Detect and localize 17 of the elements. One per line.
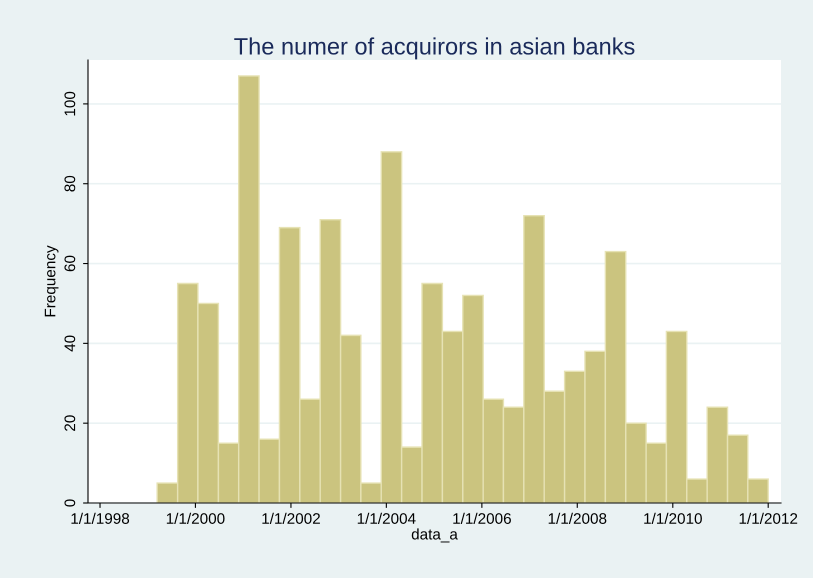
x-tick-label: 1/1/2010 [644, 512, 702, 524]
x-tick-label: 1/1/1998 [71, 512, 130, 524]
chart-title: The numer of acquirors in asian banks [234, 37, 634, 60]
y-tick-label: 20 [64, 415, 76, 431]
y-tick-label: 80 [64, 176, 76, 192]
x-tick-label: 1/1/2000 [166, 512, 225, 524]
y-tick-label: 60 [64, 256, 76, 272]
x-tick-label: 1/1/2012 [740, 512, 798, 524]
y-tick-label: 40 [64, 335, 76, 352]
x-tick-label: 1/1/2006 [453, 512, 511, 524]
x-tick-label: 1/1/2004 [358, 512, 416, 524]
y-tick-label: 0 [64, 499, 76, 507]
y-tick-label: 100 [64, 92, 76, 116]
x-tick-label: 1/1/2008 [548, 512, 606, 524]
x-tick-label: 1/1/2002 [262, 512, 320, 524]
y-axis-title: Frequency [44, 245, 58, 316]
x-axis-title: data_a [412, 528, 458, 542]
